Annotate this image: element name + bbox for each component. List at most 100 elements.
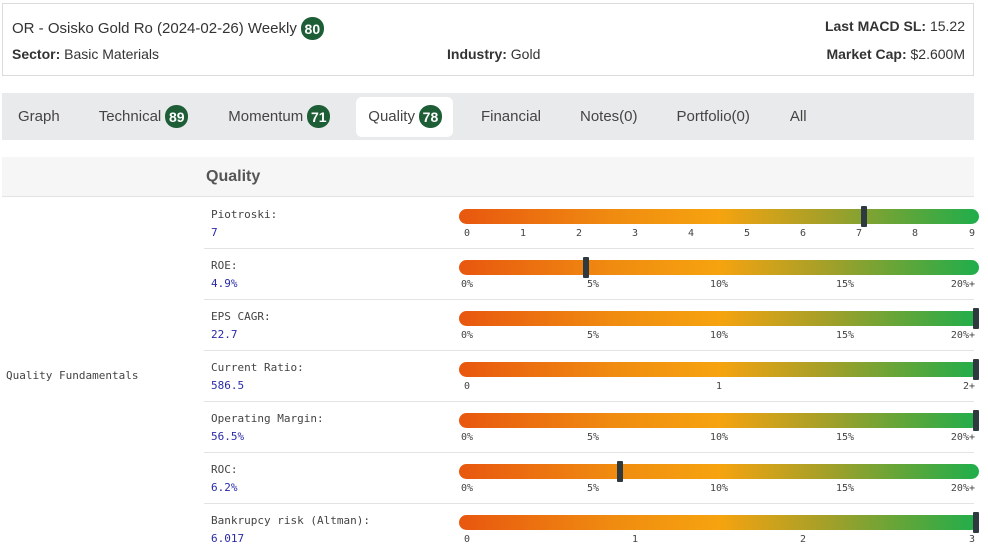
tab-score-badge: 89 (165, 105, 189, 128)
tab-portfolio[interactable]: Portfolio(0) (677, 97, 750, 137)
stock-header: OR - Osisko Gold Ro (2024-02-26) Weekly … (2, 3, 974, 76)
metric-value: 6.017 (211, 532, 245, 545)
gauge-tick-label: 10% (709, 432, 729, 443)
gauge-ticks: 0 1 2+ (459, 381, 979, 395)
quality-section-header: Quality (2, 157, 974, 197)
gauge-marker (617, 461, 624, 482)
metric-name: Bankrupcy risk (Altman): (211, 514, 370, 527)
tab-label: Momentum (228, 108, 304, 125)
gauge-tick-label: 2 (799, 534, 807, 545)
gauge-bar (459, 461, 979, 482)
metric-name: ROC: (211, 463, 238, 476)
tab-graph[interactable]: Graph (18, 97, 60, 137)
tab-momentum[interactable]: Momentum 71 (228, 97, 331, 137)
metric-name: Current Ratio: (211, 361, 304, 374)
tab-label: All (789, 108, 807, 125)
metric-value: 56.5% (211, 430, 245, 443)
tab-quality[interactable]: Quality 78 (356, 96, 453, 137)
tab-score-badge: 71 (307, 105, 331, 128)
gauge-tick-label: 5% (586, 432, 600, 443)
metric-name: Operating Margin: (211, 412, 324, 425)
metric-name: ROE: (211, 259, 238, 272)
tab-all[interactable]: All (790, 97, 807, 137)
metric-value: 4.9% (211, 277, 238, 290)
tab-label: Portfolio(0) (676, 108, 750, 125)
metric-row: ROC: 6.2% 0% 5% 10% 15% 20%+ (204, 453, 979, 504)
sector-label: Sector: (12, 46, 61, 62)
metric-row: ROE: 4.9% 0% 5% 10% 15% 20%+ (204, 249, 979, 300)
stock-title: OR - Osisko Gold Ro (2024-02-26) Weekly … (12, 17, 324, 40)
gauge-tick-label: 7 (855, 228, 863, 239)
gauge-bar (459, 512, 979, 533)
gauge-marker (860, 206, 867, 227)
market-cap-readout: Market Cap: $2.600M (826, 46, 965, 62)
metric-name: Piotroski: (211, 208, 278, 221)
gauge-bar (459, 359, 979, 380)
tab-bar: Graph Technical 89 Momentum 71 Quality 7… (2, 93, 974, 140)
metric-value: 7 (211, 226, 218, 239)
industry-label: Industry: (447, 46, 507, 62)
gauge-tick-label: 0% (460, 483, 474, 494)
gauge-bar (459, 257, 979, 278)
gauge-marker (973, 512, 979, 533)
gauge-tick-label: 2 (575, 228, 583, 239)
metric-name: EPS CAGR: (211, 310, 271, 323)
gauge-tick-label: 8 (911, 228, 919, 239)
gauge-tick-label: 5% (586, 279, 600, 290)
gauge-marker (973, 359, 979, 380)
gauge-tick-label: 15% (835, 432, 855, 443)
tab-technical[interactable]: Technical 89 (99, 97, 189, 137)
macd-label: Last MACD SL: (824, 18, 927, 34)
gauge-tick-label: 1 (715, 381, 723, 392)
gauge-ticks: 0% 5% 10% 15% 20%+ (459, 432, 979, 446)
tab-label: Technical (98, 108, 162, 125)
gauge-tick-label: 15% (835, 279, 855, 290)
metric-value: 6.2% (211, 481, 238, 494)
section-title: Quality (206, 168, 261, 185)
gauge-tick-label: 3 (968, 534, 975, 545)
gauge-tick-label: 9 (968, 228, 975, 239)
gauge-tick-label: 0% (460, 432, 474, 443)
gauge-tick-label: 6 (799, 228, 807, 239)
gauge-tick-label: 15% (835, 483, 855, 494)
metric-row: Operating Margin: 56.5% 0% 5% 10% 15% 20%+ (204, 402, 979, 453)
gauge-tick-label: 20%+ (950, 432, 975, 443)
gauge-tick-label: 1 (631, 534, 639, 545)
tab-financial[interactable]: Financial (481, 97, 541, 137)
gauge-tick-label: 0% (460, 279, 474, 290)
gauge-tick-label: 4 (687, 228, 695, 239)
industry-readout: Industry: Gold (447, 46, 540, 62)
gauge-tick-label: 1 (519, 228, 527, 239)
metric-row: Piotroski: 7 0 1 2 3 4 5 6 7 8 9 (204, 198, 979, 249)
stock-title-text: OR - Osisko Gold Ro (2024-02-26) Weekly (12, 20, 297, 37)
gauge-tick-label: 0 (463, 381, 471, 392)
macd-readout: Last MACD SL: 15.22 (825, 18, 965, 34)
tab-notes[interactable]: Notes(0) (580, 97, 638, 137)
sector-value: Basic Materials (64, 46, 160, 62)
gauge-bar (459, 206, 979, 227)
metric-row: Bankrupcy risk (Altman): 6.017 0 1 2 3 (204, 504, 979, 555)
gauge-tick-label: 10% (709, 279, 729, 290)
metric-value: 22.7 (211, 328, 238, 341)
overall-score-badge: 80 (300, 17, 324, 40)
gauge-tick-label: 20%+ (950, 483, 975, 494)
gauge-tick-label: 5 (743, 228, 751, 239)
gauge-tick-label: 20%+ (950, 279, 975, 290)
gauge-ticks: 0 1 2 3 (459, 534, 979, 548)
market-cap-label: Market Cap: (826, 46, 907, 62)
gauge-ticks: 0% 5% 10% 15% 20%+ (459, 483, 979, 497)
gauge-marker (973, 410, 979, 431)
metric-row: EPS CAGR: 22.7 0% 5% 10% 15% 20%+ (204, 300, 979, 351)
tab-label: Quality (368, 108, 415, 125)
tab-label: Graph (18, 108, 60, 125)
group-label: Quality Fundamentals (6, 369, 139, 382)
gauge-tick-label: 10% (709, 483, 729, 494)
tab-label: Notes(0) (580, 108, 638, 125)
macd-value: 15.22 (929, 18, 965, 34)
metric-value: 586.5 (211, 379, 245, 392)
gauge-tick-label: 2+ (962, 381, 975, 392)
gauge-bar (459, 410, 979, 431)
metric-row: Current Ratio: 586.5 0 1 2+ (204, 351, 979, 402)
market-cap-value: $2.600M (910, 46, 965, 62)
sector-readout: Sector: Basic Materials (12, 46, 159, 62)
